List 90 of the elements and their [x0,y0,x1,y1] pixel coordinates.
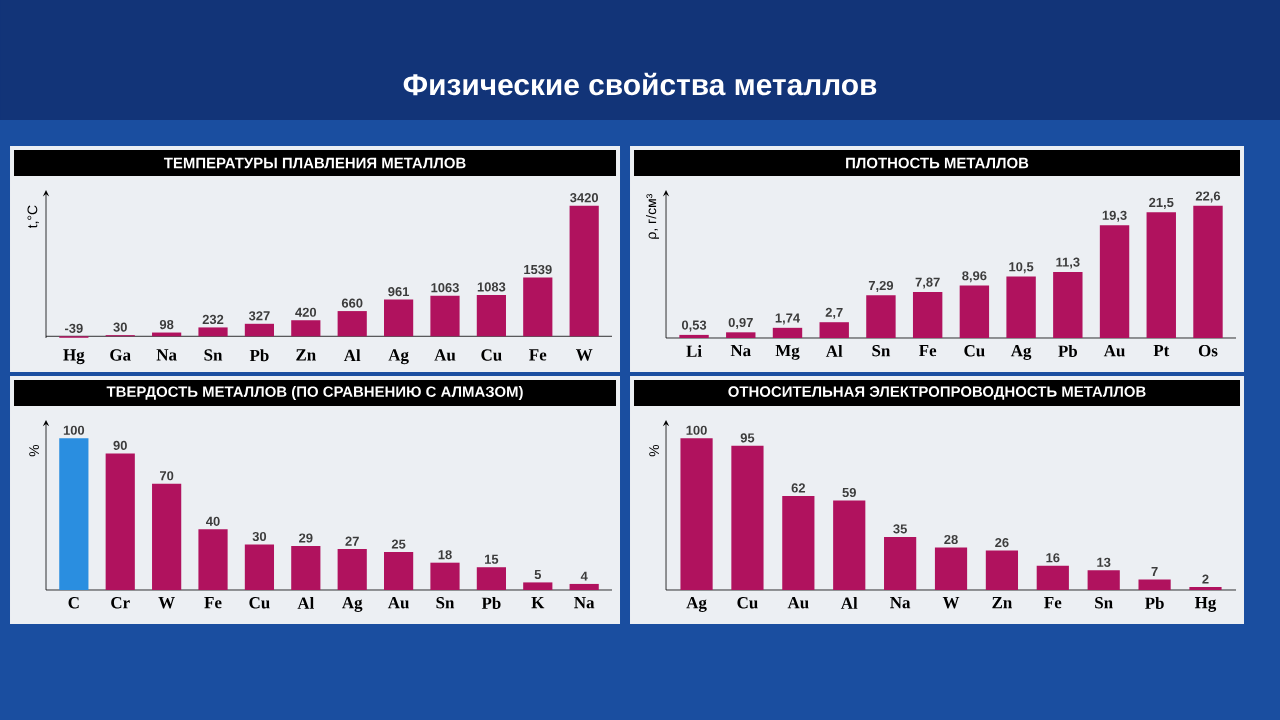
x-tick-label: Al [343,349,361,362]
bar [523,277,553,337]
x-tick-label: K [531,597,545,609]
bar [985,550,1019,590]
bar [959,285,990,338]
x-tick-label: Fe [919,345,937,357]
x-tick-label: W [575,349,593,361]
bar [476,567,506,590]
x-tick-label: Hg [1194,597,1217,612]
x-tick-label: Na [574,597,595,609]
x-tick-label: Au [787,597,809,609]
bar [198,327,228,337]
bar [833,500,866,590]
x-tick-label: Ga [110,349,131,361]
x-tick-label: Zn [296,349,316,361]
x-tick-label: Sn [1095,597,1113,609]
x-tick-label: Pb [249,349,269,362]
bar [680,438,713,590]
bar [337,311,367,337]
x-tick-label: Sn [204,349,223,361]
x-tick-label: Fe [204,597,222,609]
bar [1053,271,1083,338]
x-tick-label: W [158,597,175,609]
bar [1006,276,1036,338]
x-tick-label: Hg [63,349,85,365]
x-tick-label: Cu [737,597,758,609]
x-tick-label: Pb [1144,597,1164,609]
bar [1138,579,1171,590]
bar [152,483,182,590]
x-tick-label: Au [1103,345,1125,357]
bar [1087,570,1120,590]
bar [384,299,414,337]
bar [934,547,968,590]
x-tick-label: Pb [481,597,501,609]
bar [569,205,599,337]
x-tick-label: Na [156,349,177,361]
bar [59,438,89,590]
bar [819,322,849,338]
bar [105,453,135,590]
x-tick-label: Cu [249,597,270,609]
bar [1193,205,1223,338]
bar [244,323,275,337]
x-tick-label: Na [730,345,751,357]
x-tick-label: Pb [1058,345,1078,357]
bar [430,295,460,337]
x-tick-label: Na [890,597,911,609]
bar [1146,212,1176,338]
bar [782,495,815,590]
x-tick-label: Cu [481,349,502,361]
bar [772,327,803,338]
x-tick-label: W [942,597,960,609]
x-tick-label: C [68,597,79,609]
x-tick-label: Fe [1044,597,1062,609]
x-tick-label: Pt [1153,345,1170,357]
x-tick-label: Cr [111,597,130,609]
bar [476,294,506,337]
x-tick-label: Mg [775,345,800,360]
x-tick-label: Ag [686,597,707,612]
x-tick-label: Sn [872,345,891,357]
bar [244,544,275,590]
bar [523,582,553,590]
x-tick-label: Fe [529,349,547,361]
bar [912,291,943,338]
x-tick-label: Al [840,597,858,609]
bar [569,583,599,590]
x-tick-label: Al [825,345,843,357]
bar [1099,225,1130,338]
bar [866,295,896,338]
x-tick-label: Cu [964,345,985,357]
bar [291,320,321,337]
bar [384,552,414,590]
x-tick-label: Au [434,349,456,361]
x-tick-label: Li [686,345,702,357]
x-tick-label: Ag [1010,345,1032,360]
x-tick-label: Al [297,597,314,609]
x-tick-label: Ag [342,597,363,612]
bar [731,445,764,590]
text: Физические свойства металлов [403,72,877,96]
x-tick-label: Sn [436,597,455,609]
x-tick-label: Zn [992,597,1013,609]
x-tick-label: Ag [388,349,409,365]
bar [198,529,228,590]
bar [884,536,917,590]
bar [1036,565,1069,590]
bar [726,332,756,338]
x-tick-label: Os [1198,345,1218,357]
bar [291,545,321,590]
bar [337,549,367,590]
bar [430,562,460,590]
x-tick-label: Au [387,597,409,609]
